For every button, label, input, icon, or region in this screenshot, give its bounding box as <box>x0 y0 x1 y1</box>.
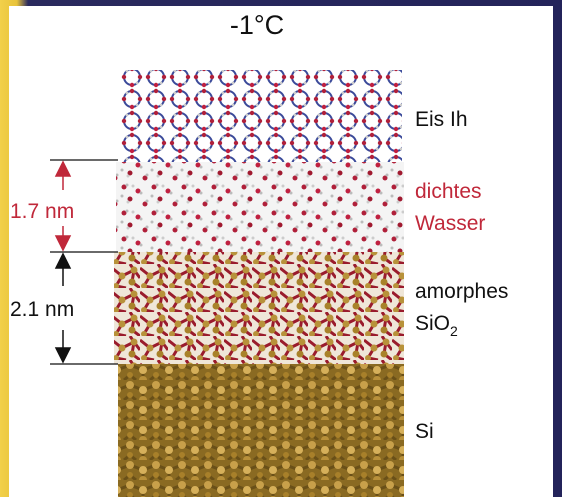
formula: SiO <box>415 312 450 335</box>
dimension-label: 1.7 nm <box>10 200 74 223</box>
title: -1°C <box>230 10 284 40</box>
water-layer <box>116 162 404 252</box>
sio2-layer <box>114 252 404 364</box>
subscript: 2 <box>450 323 458 339</box>
layer-label: dichtes <box>415 180 482 203</box>
si-layer <box>118 364 404 497</box>
figure: -1°C 1.7 nm 2.1 nm Eis Ih dichtes Wasser… <box>0 0 562 497</box>
dimension-label: 2.1 nm <box>10 298 74 321</box>
layer-label: Eis Ih <box>415 108 468 131</box>
layer-label: amorphes <box>415 280 508 303</box>
layer-label: Si <box>415 420 434 443</box>
layer-label: Wasser <box>415 212 485 235</box>
ice-layer <box>120 70 402 162</box>
